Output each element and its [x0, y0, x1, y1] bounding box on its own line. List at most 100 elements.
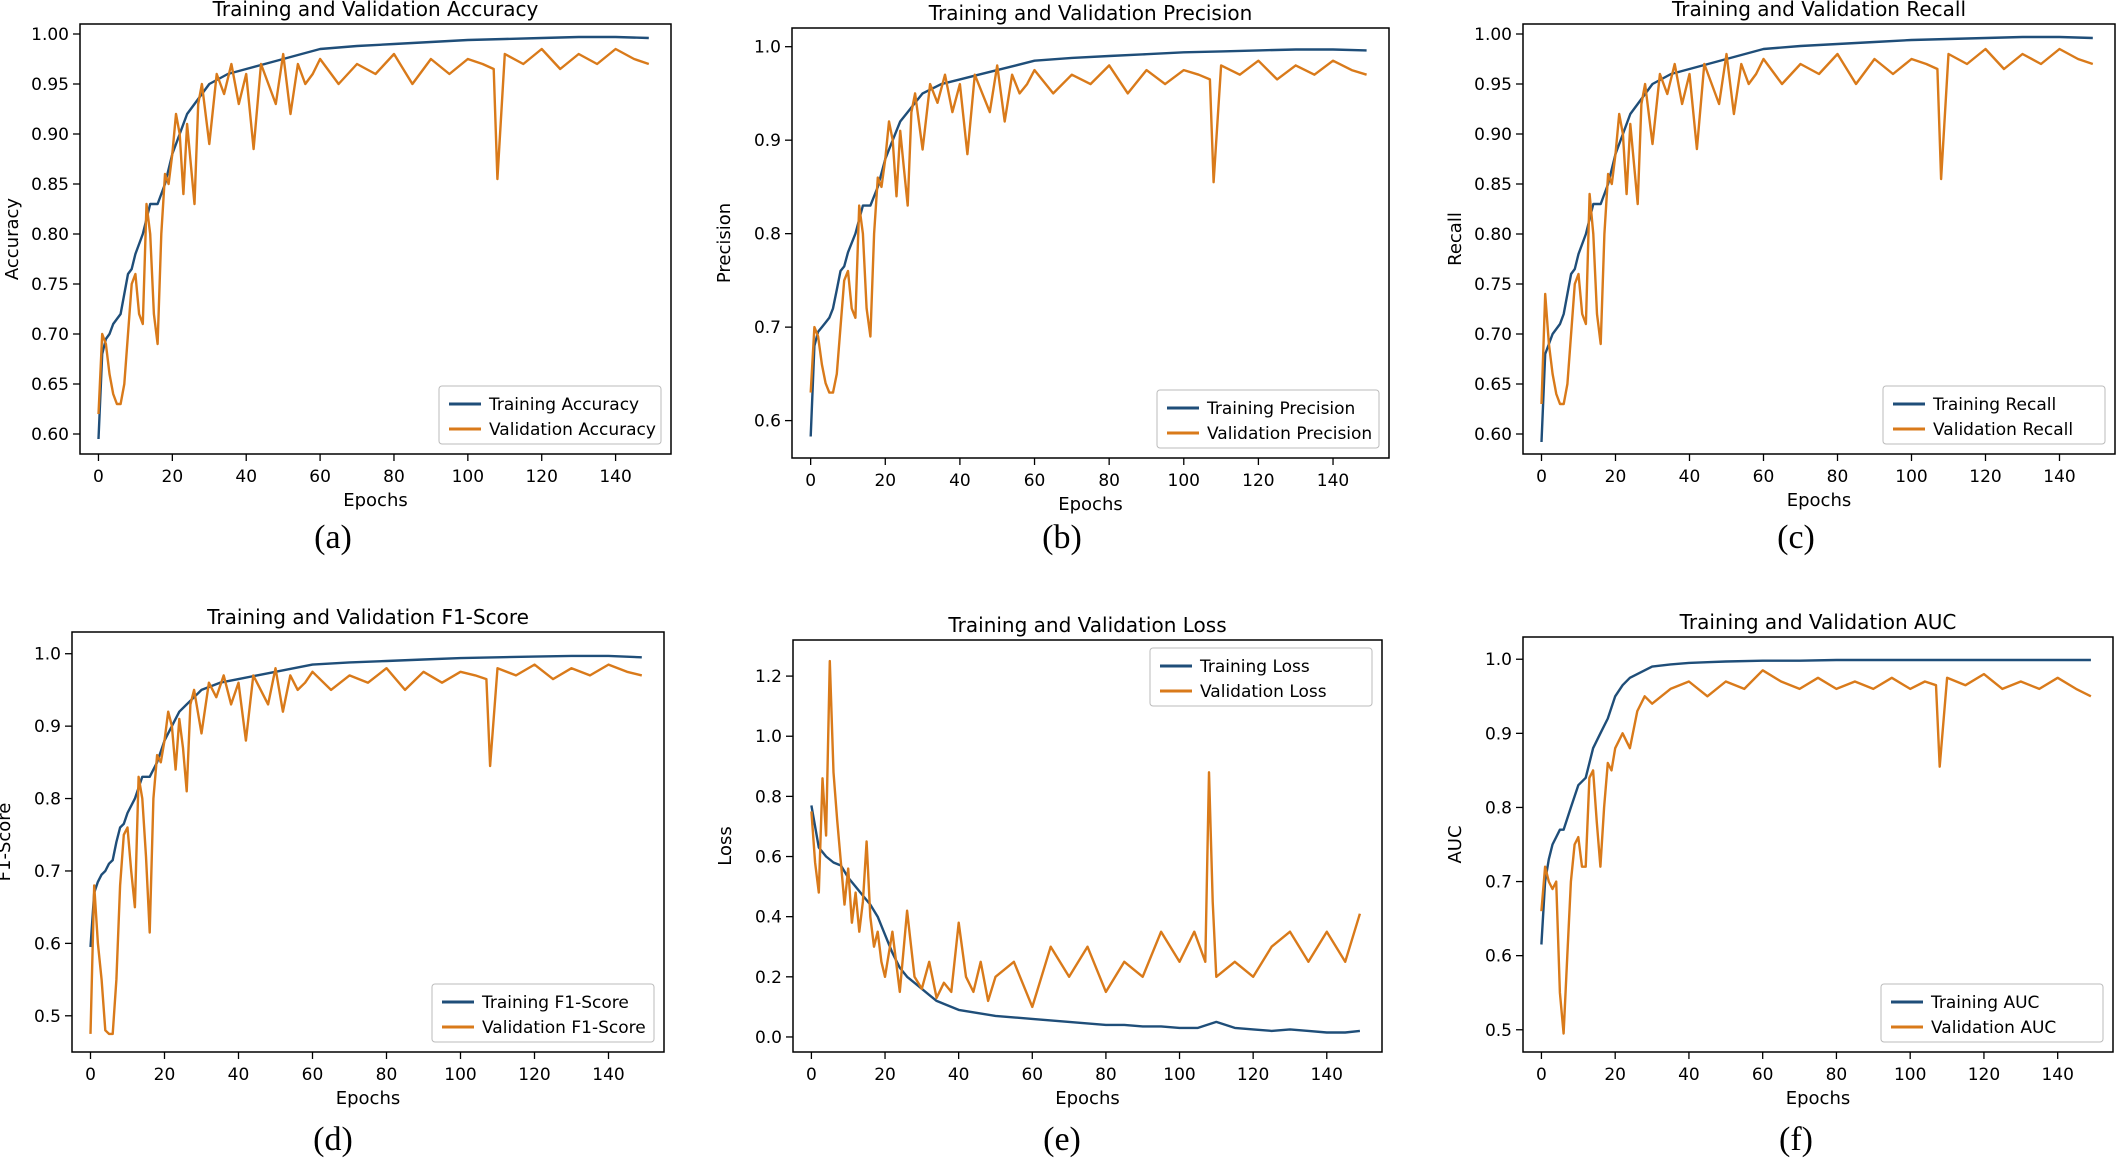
plot-area [792, 639, 1383, 1053]
training-series-line [89, 654, 642, 948]
x-tick-label: 60 [1021, 1065, 1043, 1085]
x-tick-label: 100 [444, 1065, 476, 1085]
training-series-line [97, 35, 649, 440]
y-tick-label: 0.65 [31, 375, 69, 395]
legend-entry: Validation Accuracy [489, 420, 656, 440]
x-tick-label: 120 [1242, 471, 1274, 491]
y-tick-label: 0.60 [1474, 425, 1512, 445]
panel-a: Training and Validation Accuracy 0 20 40 60 8… [2, 0, 672, 556]
y-tick-label: 0.7 [1485, 873, 1512, 893]
y-tick-label: 0.9 [34, 717, 61, 737]
x-tick-label: 80 [1095, 1065, 1117, 1085]
y-tick-label: 0.5 [1485, 1021, 1512, 1041]
x-tick-label: 60 [309, 467, 331, 487]
y-tick-label: 0.0 [755, 1028, 782, 1048]
y-tick-label: 0.80 [1474, 225, 1512, 245]
x-tick-label: 100 [452, 467, 484, 487]
validation-series-line [1540, 669, 2092, 1035]
x-tick-label: 20 [162, 467, 184, 487]
x-tick-label: 0 [93, 467, 104, 487]
x-tick-label: 60 [302, 1065, 324, 1085]
panel-label: (b) [1042, 519, 1082, 556]
x-tick-label: 80 [383, 467, 405, 487]
y-tick-label: 0.6 [755, 848, 782, 868]
panel-f: Training and Validation AUC 0 20 40 60 80 100 1… [1445, 610, 2114, 1158]
panel-label: (e) [1043, 1121, 1081, 1158]
y-tick-label: 1.0 [754, 38, 781, 58]
panel-b: Training and Validation Precision 0 20 40 60… [714, 1, 1390, 556]
x-tick-label: 20 [874, 471, 896, 491]
y-tick-label: 1.00 [1474, 25, 1512, 45]
plot-area [79, 23, 672, 455]
y-axis-label: Precision [714, 203, 735, 283]
x-tick-label: 140 [1317, 471, 1349, 491]
y-tick-label: 0.75 [31, 275, 69, 295]
legend-entry: Validation Recall [1933, 420, 2073, 440]
legend: Training Precision Validation Precision [1156, 389, 1380, 449]
y-tick-label: 0.8 [1485, 798, 1512, 818]
x-tick-label: 120 [1969, 467, 2001, 487]
y-tick-label: 0.90 [31, 125, 69, 145]
x-tick-label: 20 [1604, 1065, 1626, 1085]
plot-area [791, 27, 1390, 459]
legend-entry: Validation Loss [1200, 682, 1327, 702]
x-tick-label: 0 [1536, 467, 1547, 487]
x-axis-label: Epochs [343, 490, 408, 511]
x-tick-label: 80 [1098, 471, 1120, 491]
x-tick-label: 120 [1968, 1065, 2000, 1085]
x-tick-label: 140 [1311, 1065, 1343, 1085]
y-axis-label: AUC [1445, 825, 1466, 863]
legend: Training F1-Score Validation F1-Score [431, 983, 655, 1043]
x-tick-label: 80 [376, 1065, 398, 1085]
x-tick-label: 40 [235, 467, 257, 487]
x-tick-label: 140 [2041, 1065, 2073, 1085]
x-tick-label: 80 [1826, 1065, 1848, 1085]
legend-box [1156, 389, 1380, 449]
training-series-line [1540, 35, 2093, 443]
x-tick-label: 120 [518, 1065, 550, 1085]
legend-entry: Validation Precision [1207, 424, 1372, 444]
x-tick-label: 0 [805, 471, 816, 491]
x-tick-label: 100 [1163, 1065, 1195, 1085]
x-tick-label: 60 [1753, 467, 1775, 487]
y-tick-label: 0.6 [754, 412, 781, 432]
x-tick-label: 60 [1024, 471, 1046, 491]
legend-box [1882, 385, 2106, 445]
chart-title: Training and Validation F1-Score [206, 605, 529, 629]
x-tick-label: 0 [1536, 1065, 1547, 1085]
y-tick-label: 1.0 [34, 645, 61, 665]
x-axis-label: Epochs [1786, 1088, 1851, 1109]
legend: Training Accuracy Validation Accuracy [438, 385, 662, 445]
panel-d: Training and Validation F1-Score 0 20 40 60 8… [0, 605, 665, 1158]
y-tick-label: 0.9 [1485, 724, 1512, 744]
y-tick-label: 0.60 [31, 425, 69, 445]
y-tick-label: 0.5 [34, 1007, 61, 1027]
y-tick-label: 1.0 [1485, 650, 1512, 670]
x-tick-label: 40 [1679, 467, 1701, 487]
x-tick-label: 120 [1237, 1065, 1269, 1085]
panel-label: (d) [313, 1121, 353, 1158]
y-tick-label: 0.70 [31, 325, 69, 345]
legend: Training Loss Validation Loss [1149, 647, 1373, 707]
y-tick-label: 0.8 [755, 787, 782, 807]
x-tick-label: 100 [1895, 467, 1927, 487]
y-tick-label: 0.80 [31, 225, 69, 245]
y-tick-label: 1.0 [755, 727, 782, 747]
y-tick-label: 0.7 [754, 318, 781, 338]
x-tick-label: 40 [1678, 1065, 1700, 1085]
y-tick-label: 0.85 [31, 175, 69, 195]
x-axis-label: Epochs [1055, 1088, 1120, 1109]
chart-title: Training and Validation Loss [947, 613, 1226, 637]
y-tick-label: 0.85 [1474, 175, 1512, 195]
legend-entry: Validation F1-Score [482, 1018, 646, 1038]
legend-box [1880, 983, 2104, 1043]
plot-area [1522, 636, 2114, 1053]
legend-entry: Training AUC [1930, 993, 2039, 1013]
y-tick-label: 0.70 [1474, 325, 1512, 345]
validation-series-line [809, 59, 1367, 394]
x-tick-label: 0 [85, 1065, 96, 1085]
chart-title: Training and Validation Precision [928, 1, 1253, 25]
legend: Training AUC Validation AUC [1880, 983, 2104, 1043]
x-tick-label: 20 [1605, 467, 1627, 487]
x-tick-label: 40 [949, 471, 971, 491]
